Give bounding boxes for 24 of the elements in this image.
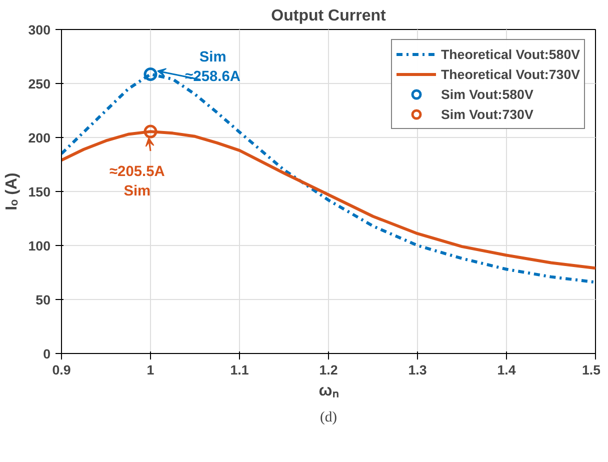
- text: (d): [320, 410, 338, 426]
- chart-title: Output Current: [271, 8, 386, 24]
- y-tick-label: 200: [28, 130, 51, 146]
- y-tick-label: 50: [36, 292, 51, 308]
- x-axis-title: ωₙ: [318, 382, 338, 400]
- y-axis-title: Iₒ (A): [3, 172, 20, 210]
- x-tick-label: 1.4: [497, 362, 516, 378]
- y-tick-label: 150: [28, 184, 51, 200]
- legend-label: Sim Vout:730V: [441, 106, 534, 122]
- annotation: ≈205.5A Sim: [110, 164, 166, 200]
- x-tick-label: 0.9: [52, 362, 71, 378]
- y-tick-label: 0: [43, 346, 51, 362]
- y-tick-label: 300: [28, 22, 51, 38]
- x-tick-label: 1.2: [319, 362, 338, 378]
- annotation: Sim ≈258.6A: [185, 50, 241, 86]
- x-tick-label: 1: [146, 362, 155, 378]
- y-tick-label: 250: [28, 76, 51, 92]
- y-tick-label: 100: [28, 238, 51, 254]
- legend-label: Sim Vout:580V: [441, 86, 534, 102]
- x-tick-label: 1.1: [230, 362, 250, 378]
- x-tick-label: 1.5: [582, 362, 602, 378]
- legend-label: Theoretical Vout:580V: [441, 46, 580, 62]
- legend-label: Theoretical Vout:730V: [441, 66, 580, 82]
- x-tick-label: 1.3: [408, 362, 427, 378]
